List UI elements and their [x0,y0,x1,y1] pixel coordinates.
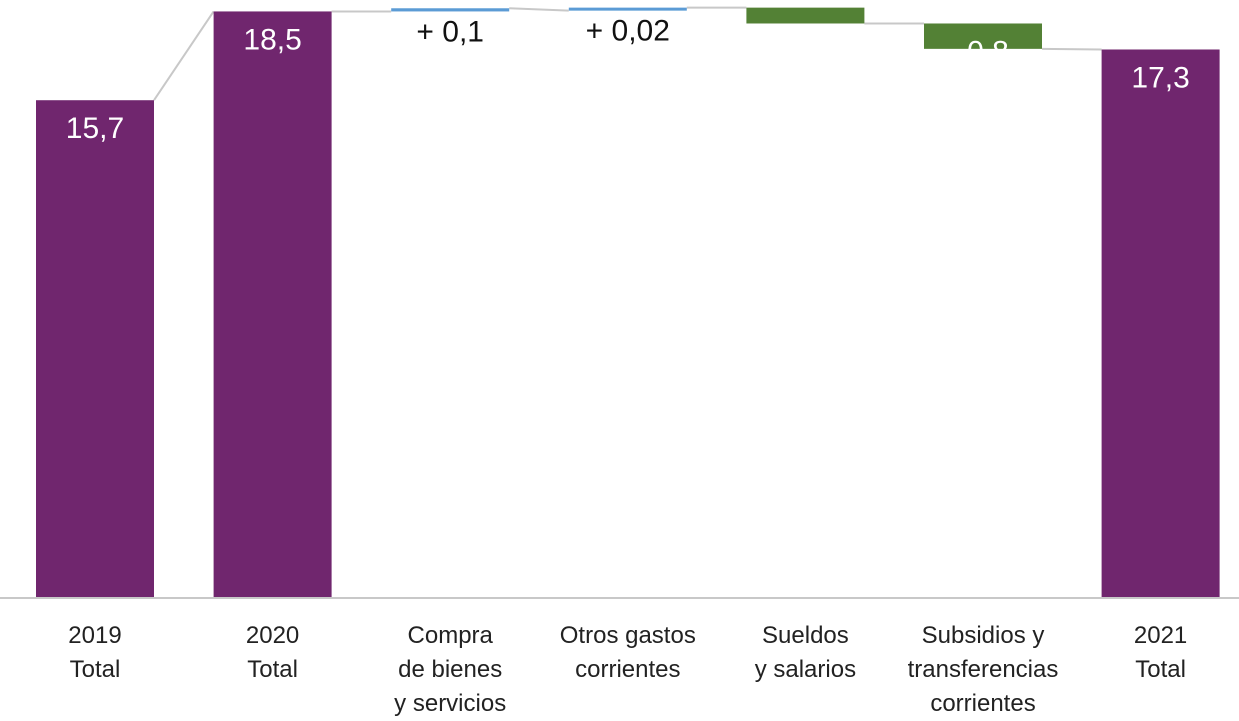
bar-increase [391,8,510,12]
category-labels: 2019 Total 2020 Total Compra de bienes y servi… [68,622,1187,717]
category-label: 2019 Total [68,622,121,683]
bar-decrease [746,7,865,24]
value-label: + 0,1 [416,15,484,48]
connector-line [509,7,569,12]
value-label: 18,5 [243,23,301,56]
category-label: Otros gastos corrientes [560,622,696,683]
category-label: Subsidios y transferencias corrientes [908,622,1059,717]
bar-total [213,11,332,598]
value-label: + 0,02 [586,15,670,48]
connector-lines [153,6,1102,101]
bars-group [36,7,1220,599]
value-label: -0,5 [780,20,832,53]
category-label: 2020 Total [246,622,299,683]
category-label: 2021 Total [1134,622,1187,683]
value-labels: 15,7 18,5 + 0,1 + 0,02 -0,5 -0,8 17,3 [66,15,1190,146]
connector-line [1041,47,1102,51]
connector-line [153,10,215,101]
value-label: 17,3 [1131,61,1189,94]
value-label: -0,8 [957,35,1009,68]
category-label: Compra de bienes y servicios [394,622,506,717]
category-label: Sueldos y salarios [755,622,856,683]
bar-decrease [924,23,1042,49]
value-label: 15,7 [66,112,124,145]
bar-total [1101,49,1220,599]
bar-increase [568,7,687,11]
bar-total [36,100,154,598]
